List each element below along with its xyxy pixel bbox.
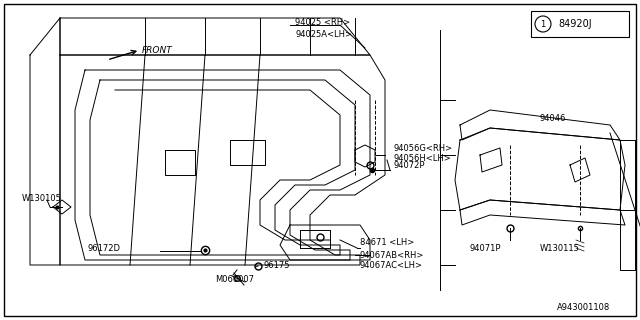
Text: A943001108: A943001108 (557, 303, 610, 313)
Text: 94046: 94046 (540, 114, 566, 123)
Text: 94025 <RH>: 94025 <RH> (295, 18, 350, 27)
Text: 94067AC<LH>: 94067AC<LH> (360, 261, 423, 270)
Text: 84671 <LH>: 84671 <LH> (360, 237, 414, 246)
Text: 94025A<LH>: 94025A<LH> (295, 29, 352, 38)
Text: 94067AB<RH>: 94067AB<RH> (360, 251, 424, 260)
Text: W130115: W130115 (540, 244, 580, 252)
Text: 94071P: 94071P (470, 244, 502, 252)
FancyBboxPatch shape (531, 11, 629, 37)
Text: 94056G<RH>: 94056G<RH> (393, 143, 452, 153)
Text: 96172D: 96172D (88, 244, 121, 252)
Text: 1: 1 (540, 20, 546, 28)
Text: 94056H<LH>: 94056H<LH> (393, 154, 451, 163)
Text: M060007: M060007 (215, 276, 254, 284)
Text: 84920J: 84920J (558, 19, 592, 29)
Text: FRONT: FRONT (142, 45, 173, 54)
Text: W130105: W130105 (22, 194, 62, 203)
Text: 94072P: 94072P (393, 161, 424, 170)
Text: 96175: 96175 (263, 261, 289, 270)
